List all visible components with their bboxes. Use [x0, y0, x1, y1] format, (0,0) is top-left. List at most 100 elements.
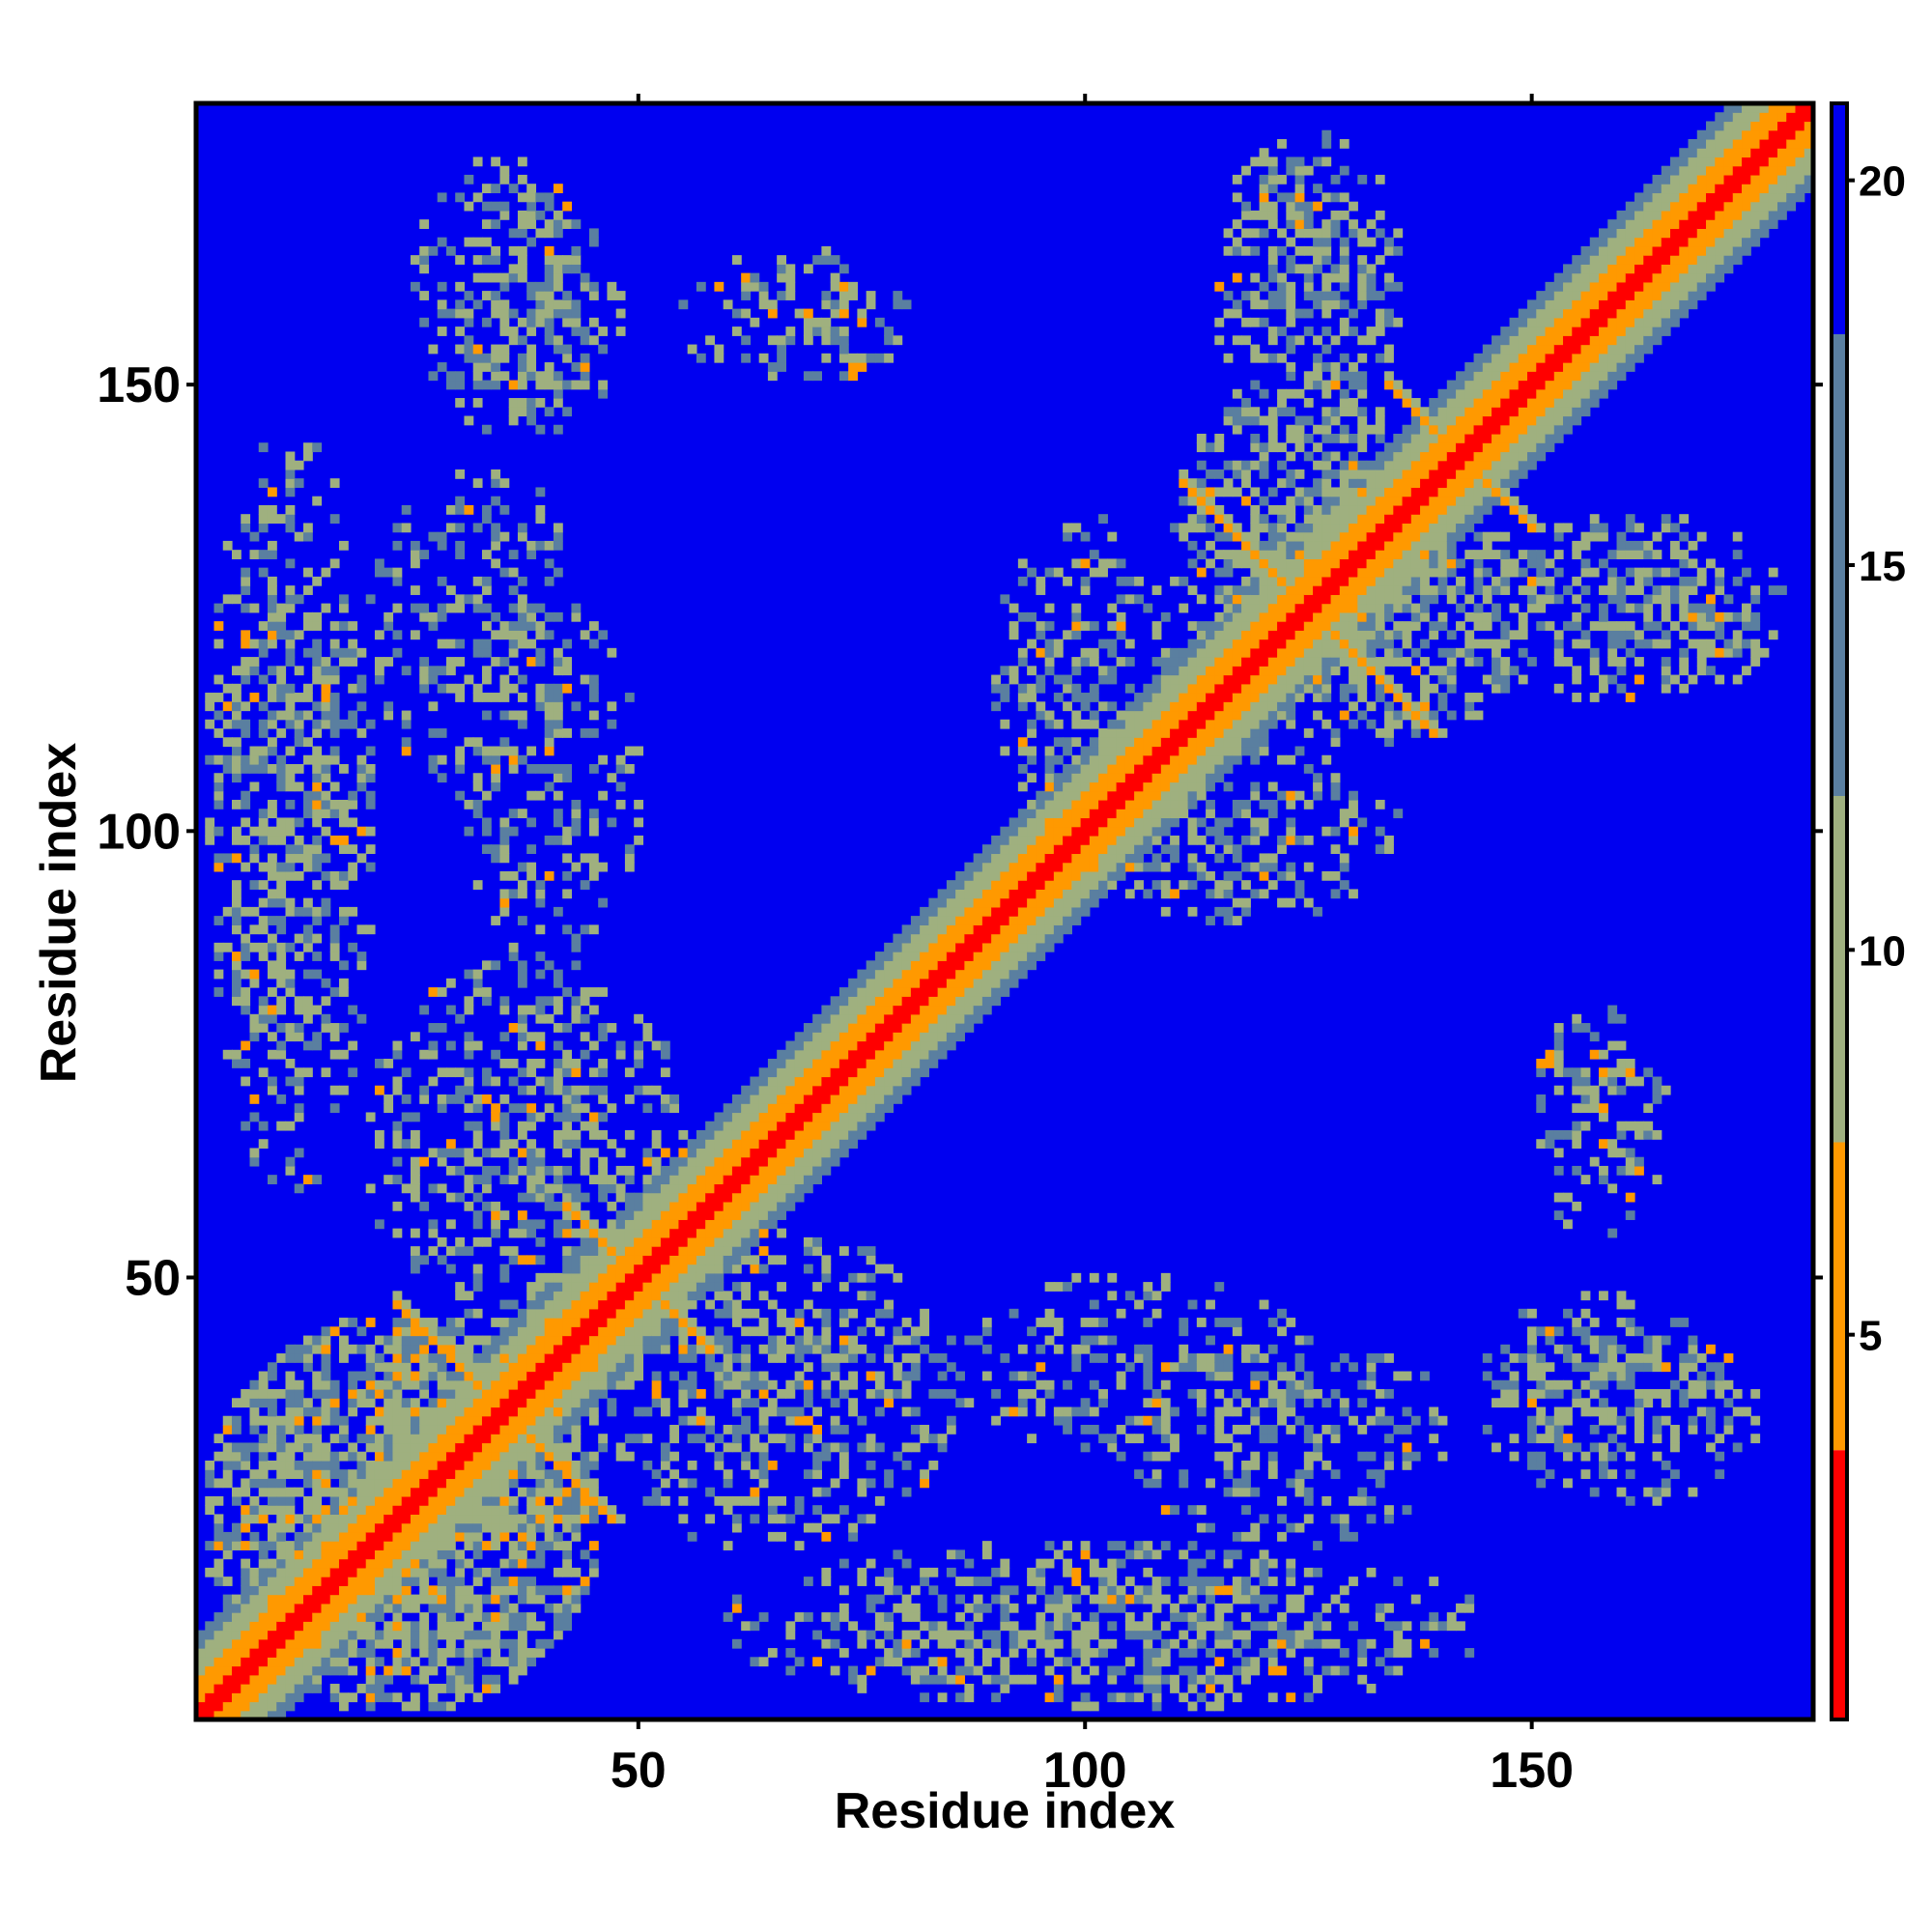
- heatmap-cell: [410, 1246, 420, 1256]
- heatmap-cell: [1027, 835, 1037, 845]
- heatmap-cell: [731, 1398, 742, 1408]
- heatmap-cell: [838, 327, 849, 336]
- heatmap-cell: [321, 1505, 331, 1516]
- heatmap-cell: [1000, 916, 1010, 925]
- heatmap-cell: [312, 1424, 323, 1435]
- heatmap-cell: [1063, 835, 1072, 845]
- heatmap-cell: [374, 1434, 384, 1444]
- heatmap-cell: [553, 1531, 563, 1542]
- heatmap-cell: [1036, 835, 1046, 845]
- heatmap-cell: [508, 603, 519, 613]
- heatmap-cell: [838, 1451, 849, 1462]
- heatmap-cell: [312, 1469, 323, 1480]
- heatmap-cell: [356, 1344, 367, 1354]
- heatmap-cell: [901, 1032, 912, 1042]
- heatmap-cell: [401, 1398, 412, 1408]
- heatmap-cell: [356, 826, 367, 837]
- heatmap-cell: [598, 1308, 609, 1319]
- heatmap-cell: [267, 666, 277, 676]
- heatmap-cell: [285, 1514, 296, 1524]
- heatmap-cell: [821, 1567, 832, 1577]
- heatmap-cell: [731, 327, 742, 336]
- heatmap-cell: [928, 1032, 939, 1042]
- heatmap-cell: [857, 1067, 867, 1078]
- heatmap-cell: [437, 1701, 447, 1712]
- heatmap-cell: [678, 1379, 689, 1390]
- heatmap-cell: [562, 1085, 573, 1095]
- heatmap-cell: [231, 1460, 242, 1470]
- heatmap-cell: [588, 1495, 599, 1506]
- heatmap-cell: [419, 657, 430, 667]
- heatmap-cell: [901, 1318, 912, 1327]
- heatmap-cell: [267, 683, 277, 694]
- heatmap-cell: [499, 281, 510, 292]
- heatmap-cell: [785, 1514, 796, 1524]
- heatmap-cell: [294, 835, 304, 845]
- heatmap-cell: [1071, 889, 1082, 899]
- heatmap-cell: [499, 1577, 510, 1586]
- heatmap-cell: [231, 550, 242, 559]
- heatmap-cell: [294, 1577, 304, 1586]
- heatmap-cell: [196, 1710, 206, 1720]
- heatmap-cell: [607, 1246, 617, 1256]
- heatmap-cell: [294, 531, 304, 542]
- heatmap-cell: [777, 1389, 787, 1399]
- heatmap-cell: [276, 1005, 287, 1015]
- heatmap-cell: [981, 1344, 992, 1354]
- heatmap-cell: [821, 1264, 832, 1274]
- heatmap-cell: [321, 1442, 331, 1453]
- heatmap-cell: [321, 996, 331, 1007]
- heatmap-cell: [491, 1638, 501, 1649]
- heatmap-cell: [714, 1175, 724, 1185]
- heatmap-cell: [1080, 853, 1091, 864]
- heatmap-cell: [455, 504, 466, 515]
- heatmap-cell: [571, 1406, 582, 1417]
- heatmap-cell: [384, 1549, 394, 1560]
- heatmap-cell: [634, 1344, 644, 1354]
- heatmap-cell: [445, 639, 456, 649]
- heatmap-cell: [445, 1326, 456, 1337]
- heatmap-cell: [580, 1505, 590, 1516]
- heatmap-cell: [517, 1531, 527, 1542]
- heatmap-cell: [723, 1165, 733, 1176]
- heatmap-cell: [526, 1398, 537, 1408]
- heatmap-cell: [731, 1148, 742, 1158]
- heatmap-cell: [455, 1379, 466, 1390]
- heatmap-cell: [374, 1353, 384, 1363]
- heatmap-cell: [866, 1067, 876, 1078]
- heatmap-cell: [588, 1129, 599, 1140]
- heatmap-cell: [222, 754, 233, 765]
- heatmap-cell: [1000, 1594, 1010, 1605]
- heatmap-cell: [455, 299, 466, 310]
- heatmap-cell: [222, 1648, 233, 1658]
- heatmap-cell: [258, 442, 269, 453]
- heatmap-cell: [544, 1076, 554, 1087]
- heatmap-cell: [1089, 889, 1099, 899]
- heatmap-cell: [544, 728, 554, 738]
- heatmap-cell: [267, 835, 277, 845]
- heatmap-cell: [384, 1603, 394, 1613]
- heatmap-cell: [687, 1192, 697, 1203]
- heatmap-cell: [803, 317, 813, 327]
- heatmap-cell: [920, 987, 929, 997]
- heatmap-cell: [312, 1344, 323, 1354]
- heatmap-cell: [750, 1210, 760, 1220]
- heatmap-cell: [777, 1318, 787, 1327]
- heatmap-cell: [1053, 880, 1064, 890]
- heatmap-cell: [821, 1094, 832, 1104]
- heatmap-cell: [1063, 1567, 1072, 1577]
- heatmap-cell: [893, 1362, 903, 1373]
- heatmap-cell: [562, 1398, 573, 1408]
- heatmap-cell: [491, 344, 501, 355]
- heatmap-cell: [1098, 1389, 1108, 1399]
- heatmap-cell: [731, 1112, 742, 1122]
- heatmap-cell: [598, 1094, 609, 1104]
- heatmap-cell: [321, 1362, 331, 1373]
- heatmap-cell: [455, 380, 466, 390]
- heatmap-cell: [356, 1487, 367, 1497]
- heatmap-cell: [920, 1478, 929, 1489]
- heatmap-cell: [651, 1183, 662, 1194]
- heatmap-cell: [499, 1059, 510, 1068]
- heatmap-cell: [767, 1255, 778, 1265]
- heatmap-cell: [937, 1630, 948, 1640]
